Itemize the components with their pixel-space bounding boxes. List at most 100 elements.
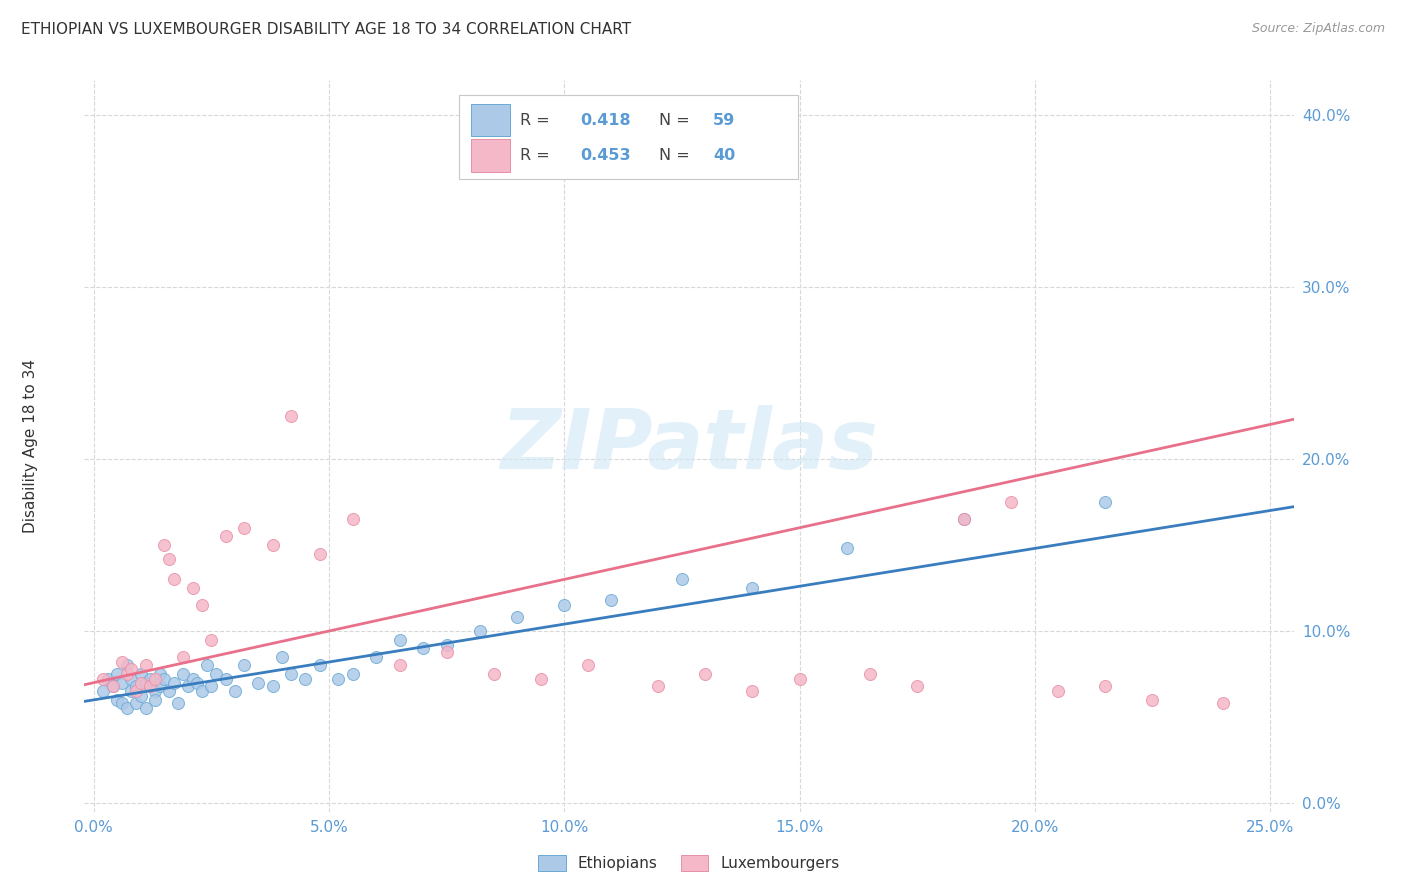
Point	[97, 672, 120, 686]
Point	[177, 679, 200, 693]
Point	[139, 679, 162, 693]
Point	[233, 658, 256, 673]
Point	[600, 593, 623, 607]
Point	[135, 658, 157, 673]
Text: N =: N =	[658, 148, 695, 163]
Point	[1047, 684, 1070, 698]
Point	[167, 696, 190, 710]
Point	[412, 641, 434, 656]
Point	[153, 538, 176, 552]
Point	[135, 675, 157, 690]
Text: R =: R =	[520, 112, 554, 128]
Point	[789, 672, 811, 686]
Point	[342, 512, 364, 526]
Point	[214, 672, 236, 686]
Point	[214, 529, 236, 543]
Point	[120, 672, 142, 686]
Point	[91, 684, 114, 698]
Point	[200, 632, 222, 647]
Point	[129, 667, 152, 681]
Point	[1142, 693, 1164, 707]
Point	[280, 409, 302, 423]
Point	[1094, 495, 1116, 509]
Point	[308, 658, 330, 673]
Point	[364, 649, 387, 664]
Point	[135, 701, 157, 715]
Point	[149, 667, 172, 681]
Point	[1094, 679, 1116, 693]
Point	[120, 662, 142, 676]
Point	[835, 541, 858, 556]
Point	[647, 679, 669, 693]
Point	[271, 649, 294, 664]
Text: R =: R =	[520, 148, 554, 163]
Point	[157, 551, 180, 566]
Point	[1000, 495, 1022, 509]
Point	[125, 684, 148, 698]
Point	[741, 684, 763, 698]
Point	[101, 679, 124, 693]
Point	[436, 638, 458, 652]
Point	[530, 672, 553, 686]
Text: ZIPatlas: ZIPatlas	[501, 406, 877, 486]
Point	[163, 573, 186, 587]
Point	[186, 675, 208, 690]
Point	[195, 658, 218, 673]
Point	[482, 667, 505, 681]
Point	[671, 573, 693, 587]
Point	[91, 672, 114, 686]
Point	[553, 598, 575, 612]
Point	[200, 679, 222, 693]
Point	[115, 701, 138, 715]
Point	[105, 693, 128, 707]
Point	[506, 610, 529, 624]
Text: Source: ZipAtlas.com: Source: ZipAtlas.com	[1251, 22, 1385, 36]
Point	[695, 667, 717, 681]
Point	[111, 675, 134, 690]
Point	[181, 581, 204, 595]
FancyBboxPatch shape	[471, 104, 510, 136]
FancyBboxPatch shape	[471, 139, 510, 171]
Point	[115, 667, 138, 681]
Text: N =: N =	[658, 112, 695, 128]
Text: 59: 59	[713, 112, 735, 128]
Point	[308, 547, 330, 561]
Point	[129, 690, 152, 704]
Point	[149, 679, 172, 693]
Point	[233, 521, 256, 535]
Point	[120, 684, 142, 698]
Point	[953, 512, 976, 526]
Point	[105, 667, 128, 681]
Point	[181, 672, 204, 686]
Point	[576, 658, 599, 673]
Point	[139, 672, 162, 686]
Point	[388, 632, 411, 647]
Point	[172, 667, 194, 681]
Point	[143, 693, 166, 707]
Text: ETHIOPIAN VS LUXEMBOURGER DISABILITY AGE 18 TO 34 CORRELATION CHART: ETHIOPIAN VS LUXEMBOURGER DISABILITY AGE…	[21, 22, 631, 37]
Point	[143, 684, 166, 698]
Point	[143, 672, 166, 686]
Point	[111, 655, 134, 669]
Point	[115, 658, 138, 673]
Point	[388, 658, 411, 673]
Point	[294, 672, 316, 686]
Point	[1212, 696, 1234, 710]
Point	[125, 696, 148, 710]
Point	[172, 649, 194, 664]
Point	[741, 581, 763, 595]
Point	[859, 667, 882, 681]
Point	[247, 675, 270, 690]
Point	[953, 512, 976, 526]
Text: 0.453: 0.453	[581, 148, 631, 163]
Point	[157, 684, 180, 698]
Point	[129, 675, 152, 690]
Text: Disability Age 18 to 34: Disability Age 18 to 34	[24, 359, 38, 533]
Point	[280, 667, 302, 681]
Point	[101, 679, 124, 693]
Point	[436, 645, 458, 659]
Point	[205, 667, 228, 681]
Point	[139, 679, 162, 693]
Point	[224, 684, 246, 698]
Point	[153, 672, 176, 686]
